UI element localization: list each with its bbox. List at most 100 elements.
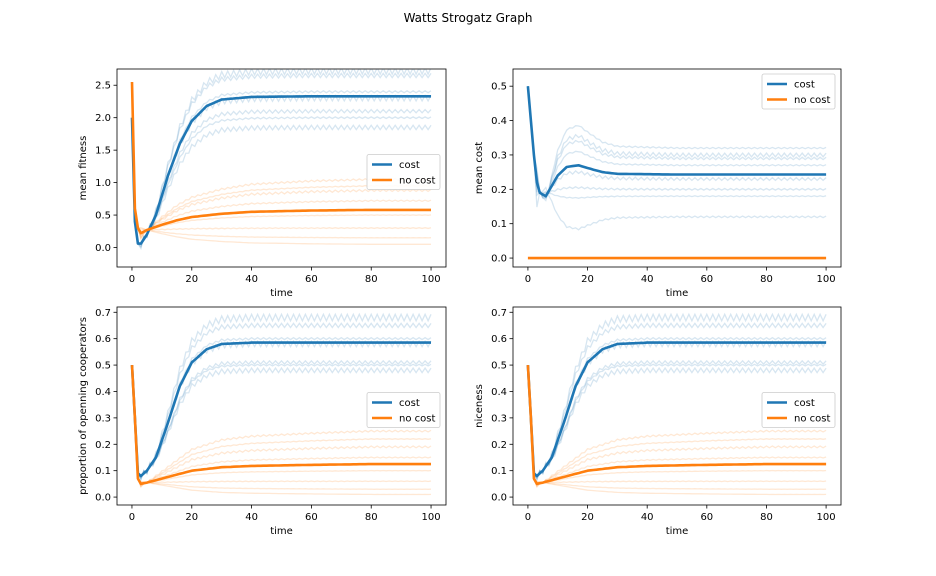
x-tick-label: 100 [421,512,440,523]
run-line-no-cost [527,365,827,488]
run-line-no-cost [131,365,432,486]
run-line-no-cost [131,365,432,488]
run-line-no-cost [527,365,827,485]
y-tick-label: 0.3 [491,150,507,161]
y-axis-label: mean fitness [78,136,89,201]
legend-label: no cost [399,176,435,187]
y-tick-label: 0.2 [491,185,507,196]
run-line-cost [527,86,827,231]
axes-frame [512,68,842,268]
run-line-cost [527,86,827,195]
legend-label: no cost [399,414,435,425]
y-tick-label: 0.2 [491,440,507,451]
run-line-no-cost [527,365,827,489]
run-line-no-cost [131,365,432,484]
axes-frame [116,306,447,506]
legend-label: cost [794,398,815,409]
run-line-no-cost [131,365,432,496]
run-line-cost [131,108,432,246]
run-line-cost [527,322,827,481]
run-line-cost [131,312,432,483]
y-tick-label: 0.5 [491,82,507,93]
subplot-niceness: 0 20 40 60 80 100 0.0 0.1 0.2 0.3 0.4 0.5 0.6 0.7 time… [474,306,842,537]
run-line-cost [131,365,432,479]
run-line-no-cost [527,365,827,496]
subplot-grid: 0 20 40 60 80 100 0.0 0.5 1.0 1.5 2.0 2.5 time mean f… [78,68,842,537]
series-line-no-cost [130,365,431,486]
run-line-no-cost [131,81,431,245]
y-tick-label: 2.5 [95,81,111,92]
x-tick-label: 40 [641,274,654,285]
plot-area [526,86,827,260]
axes-frame [116,68,447,268]
x-tick-label: 20 [581,274,594,285]
run-line-no-cost [131,365,432,490]
run-line-no-cost [527,365,827,486]
x-tick-label: 80 [365,512,378,523]
run-line-cost [527,312,827,483]
subplot-opening-cooperators: 0 20 40 60 80 100 0.0 0.1 0.2 0.3 0.4 0.5 0.6 0.7 time… [78,306,447,537]
x-tick-label: 40 [245,274,258,285]
legend-label: no cost [794,95,830,106]
x-axis-label: time [270,288,293,299]
legend: cost no cost [366,392,441,428]
x-tick-label: 0 [525,512,531,523]
run-line-cost [131,69,432,251]
y-tick-label: 1.5 [95,146,111,157]
run-line-cost [131,72,432,249]
y-tick-label: 0.4 [491,116,507,127]
y-tick-label: 0.3 [491,413,507,424]
y-tick-label: 0.1 [95,466,111,477]
y-tick-label: 0.4 [491,387,507,398]
plot-area [130,312,432,496]
run-line-no-cost [131,81,432,234]
run-line-cost [527,363,827,477]
x-tick-label: 100 [421,274,440,285]
legend: cost no cost [366,154,441,190]
subplot-mean-cost: 0 20 40 60 80 100 0.0 0.1 0.2 0.3 0.4 0.5 time mean c… [474,68,842,299]
x-tick-label: 0 [525,274,531,285]
y-axis-label: mean cost [474,142,485,194]
series-line-cost [526,341,827,478]
plot-area [526,312,827,496]
y-tick-label: 0.0 [95,493,111,504]
run-line-no-cost [131,81,432,239]
x-tick-label: 80 [760,512,773,523]
legend: cost no cost [761,73,836,110]
x-tick-label: 80 [760,274,773,285]
x-tick-label: 100 [817,512,836,523]
legend-label: cost [399,398,420,409]
x-tick-label: 60 [305,274,318,285]
y-axis-label: niceness [474,384,485,428]
y-tick-label: 0.3 [95,413,111,424]
run-line-no-cost [131,81,432,237]
y-tick-label: 1.0 [95,178,111,189]
y-tick-label: 0.6 [95,334,111,345]
x-tick-label: 80 [365,274,378,285]
series-line-cost [526,86,827,198]
run-line-cost [527,86,827,197]
y-tick-label: 0.2 [95,440,111,451]
x-tick-label: 20 [185,274,198,285]
figure-title: Watts Strogatz Graph [404,11,533,25]
run-line-no-cost [131,81,432,232]
y-tick-label: 0.0 [95,243,111,254]
run-line-no-cost [527,365,827,488]
series-line-cost [130,341,431,478]
x-tick-label: 20 [581,512,594,523]
x-tick-label: 60 [305,512,318,523]
run-line-cost [527,86,827,199]
run-line-cost [131,363,432,477]
x-tick-label: 40 [245,512,258,523]
run-line-no-cost [131,365,432,488]
y-tick-label: 2.0 [95,113,111,124]
y-tick-label: 0.5 [95,361,111,372]
run-line-no-cost [527,365,827,484]
y-tick-label: 0.1 [491,219,507,230]
legend-label: cost [794,80,815,91]
plot-area [130,69,432,251]
run-line-cost [131,116,432,245]
run-line-no-cost [527,365,827,490]
series-line-cost [130,95,431,245]
